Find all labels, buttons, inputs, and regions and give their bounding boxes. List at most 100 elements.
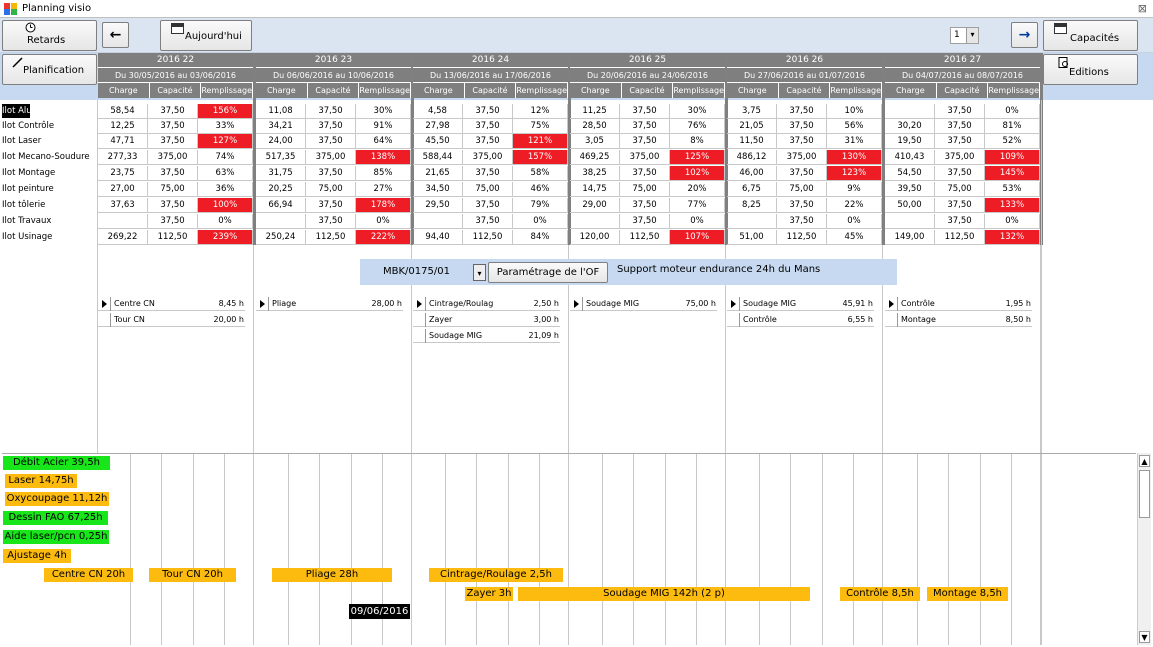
task-row[interactable]: Contrôle 1,95 h [885,297,1032,311]
next-arrow-button[interactable]: → [1011,22,1038,48]
task-row[interactable]: Soudage MIG 45,91 h [727,297,874,311]
col-header-remplissage: Remplissage [359,83,411,98]
task-hours: 21,09 h [528,331,559,340]
task-name: Pliage [272,299,297,308]
gantt-bar[interactable]: Laser 14,75h [5,474,77,488]
task-row[interactable]: Pliage 28,00 h [256,297,403,311]
row-label: Ilot Usinage [2,232,53,242]
table-cell: 37,50 [620,214,670,229]
week-count-select[interactable]: 1 ▾ [950,27,979,44]
gantt-bar[interactable]: Débit Acier 39,5h [3,456,110,470]
prev-arrow-button[interactable]: ← [102,22,129,48]
col-header-charge: Charge [256,83,308,98]
task-row[interactable]: Cintrage/Roulag 2,50 h [413,297,560,311]
table-cell: 37,50 [148,214,198,229]
table-cell: 30% [670,104,725,119]
task-row[interactable]: Soudage MIG 21,09 h [413,329,560,343]
row-label: Ilot peinture [2,184,54,194]
table-cell: 37,50 [148,134,198,149]
table-cell: 120,00 [570,230,620,245]
gantt-bar[interactable]: Tour CN 20h [149,568,236,582]
table-cell: 222% [356,230,411,245]
task-handle[interactable] [256,297,269,311]
table-cell: 239% [198,230,253,245]
task-handle[interactable] [727,313,740,327]
gantt-bar[interactable]: Centre CN 20h [44,568,133,582]
gantt-bar[interactable]: Soudage MIG 142h (2 p) [518,587,810,601]
task-hours: 8,45 h [218,299,244,308]
editions-button[interactable]: Editions [1043,54,1138,85]
table-cell: 100% [198,198,253,213]
scroll-down-icon[interactable]: ▼ [1139,631,1150,643]
task-name: Soudage MIG [429,331,483,340]
task-row[interactable]: Soudage MIG 75,00 h [570,297,717,311]
table-cell: 0% [985,104,1040,119]
week-number: 2016 27 [885,53,1040,68]
task-name: Tour CN [114,315,145,324]
gantt-bar[interactable]: Cintrage/Roulage 2,5h [429,568,563,582]
day-gridline [759,454,760,645]
task-handle[interactable] [570,297,583,311]
gantt-bar[interactable]: Contrôle 8,5h [840,587,920,601]
task-handle[interactable] [727,297,740,311]
table-cell: 31,75 [256,166,306,181]
gantt-bar[interactable]: Oxycoupage 11,12h [5,492,109,506]
triangle-right-icon [731,300,736,308]
table-cell: 9% [827,182,882,197]
gantt-bar[interactable]: Ajustage 4h [3,549,71,563]
gantt-bar[interactable]: Aide laser/pcn 0,25h [3,530,109,544]
col-header-capacité: Capacité [149,83,202,98]
task-handle[interactable] [885,313,898,327]
gantt-bar[interactable]: Zayer 3h [465,587,513,601]
table-cell: 4,58 [413,104,463,119]
task-row[interactable]: Centre CN 8,45 h [98,297,245,311]
table-cell: 10% [827,104,882,119]
triangle-right-icon [102,300,107,308]
table-cell: 112,50 [148,230,198,245]
day-gridline [130,454,131,645]
week-number: 2016 24 [413,53,568,68]
table-cell: 0% [985,214,1040,229]
task-handle[interactable] [413,297,426,311]
table-cell: 37,50 [777,198,827,213]
gantt-bar[interactable]: Montage 8,5h [927,587,1008,601]
table-cell: 375,00 [463,150,513,165]
calendar-icon [1054,23,1067,34]
week-separator [725,100,726,645]
day-gridline [853,454,854,645]
table-cell: 75,00 [777,182,827,197]
table-cell: 58,54 [98,104,148,119]
task-row[interactable]: Contrôle 6,55 h [727,313,874,327]
task-handle[interactable] [98,297,111,311]
aujourdhui-button[interactable]: Aujourd'hui [160,20,252,51]
task-handle[interactable] [98,313,111,327]
planification-button[interactable]: Planification [2,54,97,85]
gantt-bar[interactable]: Pliage 28h [272,568,392,582]
table-cell: 66,94 [256,198,306,213]
task-handle[interactable] [413,313,426,327]
table-cell: 54,50 [885,166,935,181]
chevron-down-icon[interactable]: ▾ [966,28,978,43]
table-cell: 112,50 [306,230,356,245]
gantt-bar[interactable]: Dessin FAO 67,25h [3,511,108,525]
task-row[interactable]: Montage 8,50 h [885,313,1032,327]
scroll-thumb[interactable] [1139,470,1150,518]
table-cell: 3,05 [570,134,620,149]
table-cell: 410,43 [885,150,935,165]
task-handle[interactable] [413,329,426,343]
task-row[interactable]: Tour CN 20,00 h [98,313,245,327]
retards-button[interactable]: Retards [2,20,97,51]
close-icon[interactable]: ⊠ [1137,2,1147,15]
week-range: Du 04/07/2016 au 08/07/2016 [885,68,1040,83]
capacites-button[interactable]: Capacités [1043,20,1138,51]
vertical-scrollbar[interactable]: ▲ ▼ [1137,453,1151,645]
scroll-up-icon[interactable]: ▲ [1139,455,1150,467]
table-cell: 63% [198,166,253,181]
col-header-remplissage: Remplissage [988,83,1040,98]
chevron-down-icon[interactable]: ▾ [473,264,486,281]
table-cell: 77% [670,198,725,213]
task-row[interactable]: Zayer 3,00 h [413,313,560,327]
parametrage-of-button[interactable]: Paramétrage de l'OF [488,262,608,283]
task-handle[interactable] [885,297,898,311]
table-cell: 138% [356,150,411,165]
